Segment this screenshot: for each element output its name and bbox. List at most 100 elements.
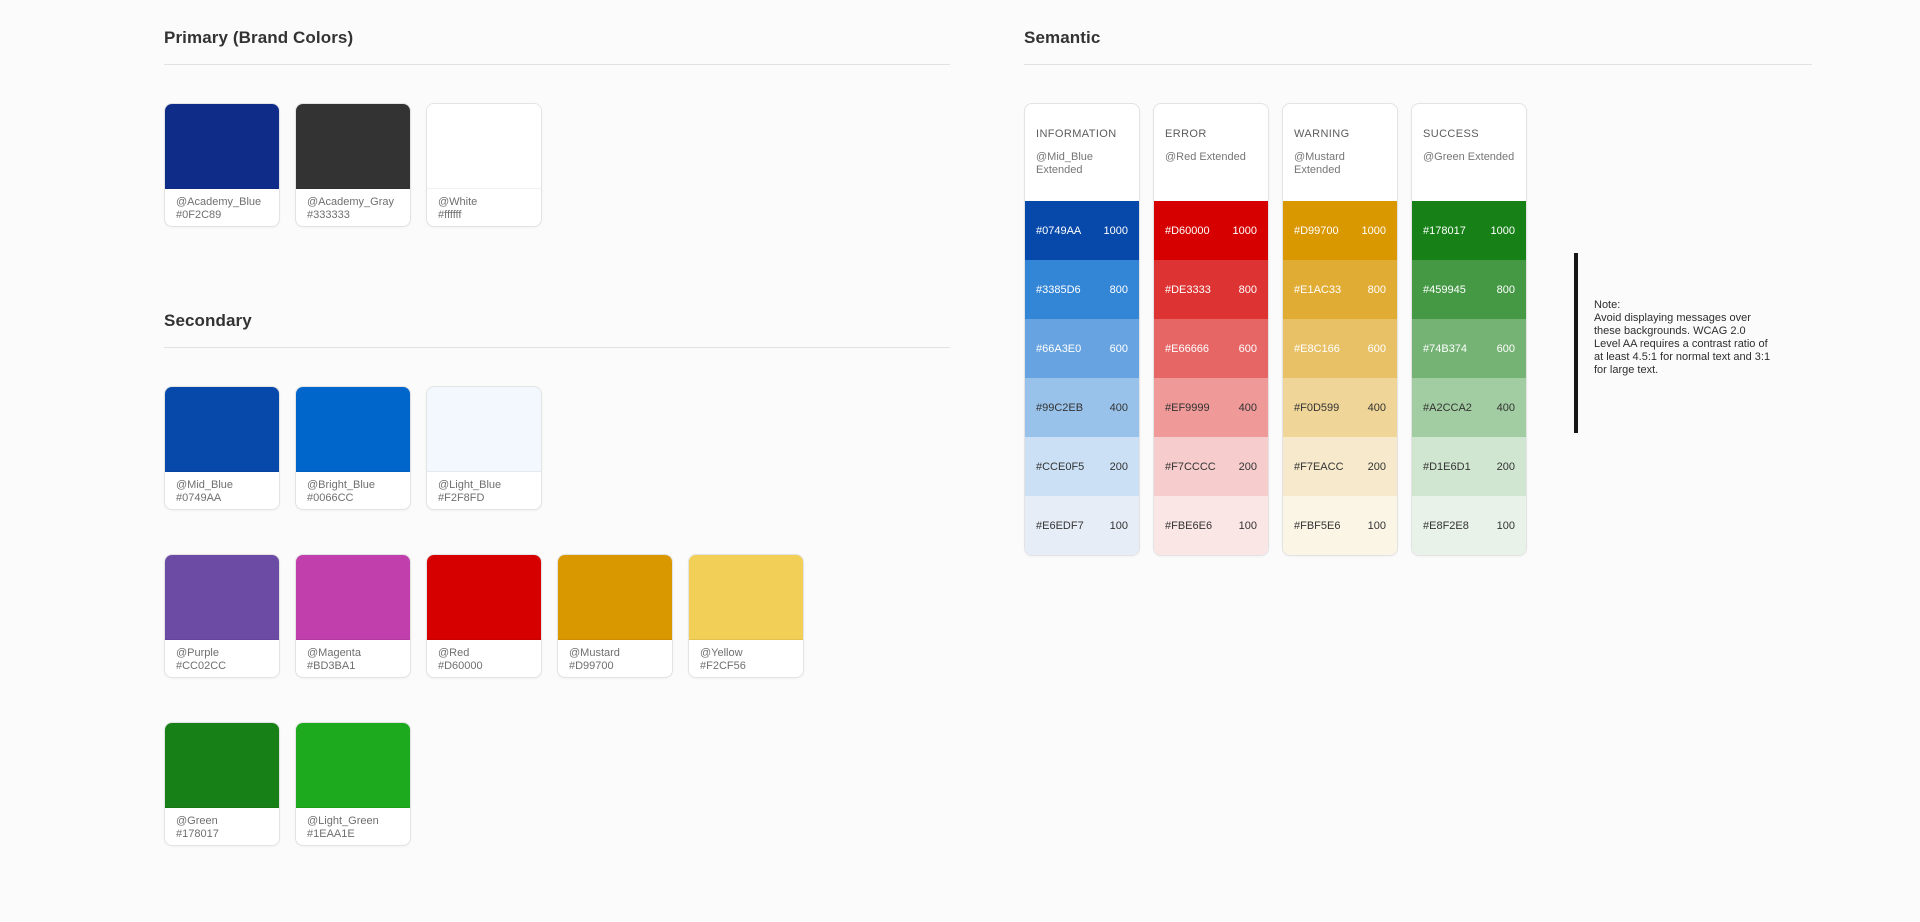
swatch-color xyxy=(165,555,279,640)
shade-weight: 100 xyxy=(1109,519,1128,532)
shade-weight: 400 xyxy=(1109,401,1128,414)
secondary-swatch-row: @Green #178017 @Light_Green #1EAA1E xyxy=(164,722,950,846)
shade-weight: 100 xyxy=(1238,519,1257,532)
swatch-card: @Academy_Blue #0F2C89 xyxy=(164,103,280,227)
shade-weight: 1000 xyxy=(1361,224,1386,237)
swatch-card: @Mustard #D99700 xyxy=(557,554,673,678)
swatch-card: @Bright_Blue #0066CC xyxy=(295,386,411,510)
swatch-meta: @Mid_Blue #0749AA xyxy=(165,472,279,505)
secondary-swatch-row: @Mid_Blue #0749AA @Bright_Blue #0066CC @… xyxy=(164,386,950,510)
shade-weight: 200 xyxy=(1238,460,1257,473)
primary-section-divider xyxy=(164,64,950,65)
swatch-hex: #CC02CC xyxy=(176,660,227,672)
swatch-hex: #178017 xyxy=(176,828,219,840)
swatch-meta: @Mustard #D99700 xyxy=(558,640,672,673)
shade-hex: #CCE0F5 xyxy=(1036,460,1085,473)
shade-weight: 1000 xyxy=(1232,224,1257,237)
swatch-meta: @Magenta #BD3BA1 xyxy=(296,640,410,673)
swatch-card: @White #ffffff xyxy=(426,103,542,227)
shade-row: #D60000 1000 xyxy=(1154,201,1268,260)
swatch-card: @Green #178017 xyxy=(164,722,280,846)
shade-hex: #F7CCCC xyxy=(1165,460,1216,473)
semantic-section-title: Semantic xyxy=(1024,28,1101,47)
wcag-note: Note: Avoid displaying messages over the… xyxy=(1574,253,1772,433)
shade-row: #E8C166 600 xyxy=(1283,319,1397,378)
swatch-hex: #D99700 xyxy=(569,660,614,672)
shade-row: #0749AA 1000 xyxy=(1025,201,1139,260)
shade-row: #FBE6E6 100 xyxy=(1154,496,1268,555)
shade-weight: 800 xyxy=(1367,283,1386,296)
shade-row: #A2CCA2 400 xyxy=(1412,378,1526,437)
swatch-name: @Purple xyxy=(176,647,219,659)
swatch-color xyxy=(296,723,410,808)
shade-hex: #E8C166 xyxy=(1294,342,1340,355)
shade-hex: #A2CCA2 xyxy=(1423,401,1472,414)
swatch-color xyxy=(165,104,279,189)
swatch-color xyxy=(558,555,672,640)
shade-hex: #F7EACC xyxy=(1294,460,1344,473)
shade-hex: #459945 xyxy=(1423,283,1466,296)
swatch-meta: @Light_Blue #F2F8FD xyxy=(427,472,541,505)
swatch-name: @Academy_Blue xyxy=(176,196,262,208)
swatch-hex: #BD3BA1 xyxy=(307,660,356,672)
shade-row: #74B374 600 xyxy=(1412,319,1526,378)
shade-weight: 800 xyxy=(1109,283,1128,296)
swatch-color xyxy=(296,387,410,472)
semantic-column-label: SUCCESS xyxy=(1423,128,1479,140)
swatch-name: @Academy_Gray xyxy=(307,196,394,208)
shade-row: #3385D6 800 xyxy=(1025,260,1139,319)
swatch-color xyxy=(165,723,279,808)
swatch-name: @White xyxy=(438,196,478,208)
shade-hex: #E66666 xyxy=(1165,342,1210,355)
semantic-column-variable: @Mustard Extended xyxy=(1294,151,1345,176)
shade-weight: 600 xyxy=(1496,342,1515,355)
secondary-swatch-row: @Purple #CC02CC @Magenta #BD3BA1 @Red #D… xyxy=(164,554,950,678)
note-body: Avoid displaying messages over these bac… xyxy=(1594,312,1771,376)
swatch-hex: #D60000 xyxy=(438,660,483,672)
shade-hex: #E1AC33 xyxy=(1294,283,1342,296)
swatch-meta: @White #ffffff xyxy=(427,189,541,222)
semantic-section-divider xyxy=(1024,64,1812,65)
swatch-hex: #F2F8FD xyxy=(438,492,485,504)
swatch-color xyxy=(296,104,410,189)
shade-hex: #FBE6E6 xyxy=(1165,519,1213,532)
semantic-column-grid: INFORMATION @Mid_Blue Extended #0749AA 1… xyxy=(1024,103,1812,556)
swatch-name: @Red xyxy=(438,647,470,659)
swatch-hex: #0F2C89 xyxy=(176,209,222,221)
swatch-color xyxy=(427,555,541,640)
shade-row: #99C2EB 400 xyxy=(1025,378,1139,437)
shade-hex: #74B374 xyxy=(1423,342,1468,355)
semantic-column-label: INFORMATION xyxy=(1036,128,1117,140)
swatch-card: @Red #D60000 xyxy=(426,554,542,678)
shade-weight: 400 xyxy=(1496,401,1515,414)
shade-row: #66A3E0 600 xyxy=(1025,319,1139,378)
shade-hex: #DE3333 xyxy=(1165,283,1211,296)
semantic-column-header: SUCCESS @Green Extended xyxy=(1412,104,1526,201)
swatch-color xyxy=(427,387,541,472)
semantic-column: WARNING @Mustard Extended #D99700 1000 #… xyxy=(1282,103,1398,556)
semantic-column-variable: @Green Extended xyxy=(1423,151,1515,163)
primary-section-title: Primary (Brand Colors) xyxy=(164,28,354,47)
swatch-hex: #333333 xyxy=(307,209,350,221)
note-text: Note: Avoid displaying messages over the… xyxy=(1594,253,1772,433)
shade-row: #178017 1000 xyxy=(1412,201,1526,260)
shade-weight: 600 xyxy=(1367,342,1386,355)
swatch-card: @Yellow #F2CF56 xyxy=(688,554,804,678)
shade-row: #F7CCCC 200 xyxy=(1154,437,1268,496)
shade-row: #E66666 600 xyxy=(1154,319,1268,378)
primary-swatch-grid: @Academy_Blue #0F2C89 @Academy_Gray #333… xyxy=(164,103,950,227)
swatch-name: @Magenta xyxy=(307,647,361,659)
swatch-meta: @Yellow #F2CF56 xyxy=(689,640,803,673)
shade-row: #FBF5E6 100 xyxy=(1283,496,1397,555)
secondary-section-divider xyxy=(164,347,950,348)
shade-hex: #E6EDF7 xyxy=(1036,519,1084,532)
swatch-color xyxy=(427,104,541,189)
semantic-column-header: ERROR @Red Extended xyxy=(1154,104,1268,201)
shade-row: #E1AC33 800 xyxy=(1283,260,1397,319)
shade-hex: #66A3E0 xyxy=(1036,342,1082,355)
swatch-name: @Light_Green xyxy=(307,815,379,827)
swatch-hex: #1EAA1E xyxy=(307,828,355,840)
semantic-column: INFORMATION @Mid_Blue Extended #0749AA 1… xyxy=(1024,103,1140,556)
shade-hex: #FBF5E6 xyxy=(1294,519,1341,532)
